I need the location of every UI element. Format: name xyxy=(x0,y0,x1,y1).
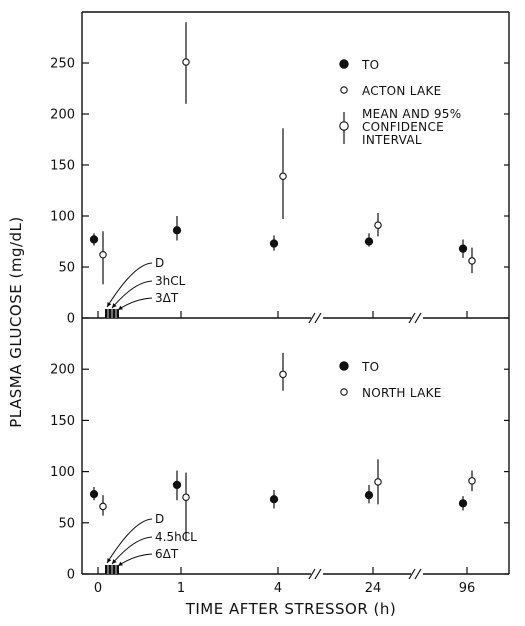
to-data-point xyxy=(458,499,468,508)
panel-frames xyxy=(81,11,510,580)
annotation-arrowhead xyxy=(107,558,112,563)
y-tick-label: 0 xyxy=(67,568,75,583)
annotation-label: 6ΔT xyxy=(155,547,179,561)
lake-data-point xyxy=(374,478,382,486)
legend-errorbar-marker xyxy=(339,121,349,131)
legend-layer: TO ACTON LAKE MEAN AND 95%CONFIDENCEINTERV… xyxy=(339,58,461,400)
y-tick-label: 250 xyxy=(50,57,75,72)
lake-data-point xyxy=(99,251,107,259)
annotation-arrowhead xyxy=(112,303,117,308)
annotation-arrowhead xyxy=(118,305,123,310)
legend-filled-marker xyxy=(339,59,349,69)
annotation-arrow xyxy=(106,262,153,308)
legend-label-lake: ACTON LAKE xyxy=(362,84,442,98)
axis-break-mark xyxy=(314,312,322,324)
annotation-arrow xyxy=(111,536,153,565)
annotation-label: D xyxy=(155,512,164,526)
to-data-point xyxy=(172,480,182,490)
annotation-label: D xyxy=(155,256,164,270)
lake-data-point xyxy=(182,493,190,501)
lake-data-point xyxy=(468,477,476,485)
axis-break-mark xyxy=(414,568,422,580)
to-data-point xyxy=(458,244,468,253)
lake-data-point xyxy=(279,172,287,180)
to-data-point xyxy=(89,235,99,244)
legend-label-to: TO xyxy=(361,360,379,374)
to-data-point xyxy=(364,237,374,246)
annotation-label: 3ΔT xyxy=(155,291,179,305)
legend-errorbar-label: MEAN AND 95% xyxy=(362,107,461,121)
annotation-arrow xyxy=(117,297,153,311)
annotation-arrowhead xyxy=(112,559,117,564)
y-tick-label: 50 xyxy=(58,261,75,276)
annotation-arrowhead xyxy=(107,302,112,307)
y-tick-label: 150 xyxy=(50,159,75,174)
to-data-point xyxy=(269,495,279,504)
y-tick-label: 150 xyxy=(50,414,75,429)
y-tick-label: 50 xyxy=(58,516,75,531)
y-axis-title: PLASMA GLUCOSE (mg/dL) xyxy=(7,216,25,428)
y-tick-label: 100 xyxy=(50,210,75,225)
axis-break-mark xyxy=(308,568,316,580)
annotation-label: 3hCL xyxy=(155,274,186,288)
x-axis-title: TIME AFTER STRESSOR (h) xyxy=(185,600,397,618)
y-tick-label: 200 xyxy=(50,108,75,123)
axis-break-mark xyxy=(408,568,416,580)
lake-data-point xyxy=(99,502,107,511)
legend-open-marker xyxy=(340,86,348,94)
to-data-point xyxy=(89,489,99,499)
ticks-layer: 0 50 100 150 200 250 0 50 100 150 200 0 1 4 24 96 xyxy=(50,57,509,596)
legend-filled-marker xyxy=(339,361,349,371)
x-tick-label: 96 xyxy=(459,581,476,596)
annotations-layer: D 3hCL 3ΔT D 4.5hCL 6ΔT xyxy=(105,256,197,574)
axis-break-mark xyxy=(414,312,422,324)
annotation-arrow xyxy=(117,553,153,567)
axis-break-mark xyxy=(408,312,416,324)
y-tick-label: 200 xyxy=(50,363,75,378)
marks-layer xyxy=(89,22,476,542)
legend-label-lake: NORTH LAKE xyxy=(362,386,442,400)
axis-break-mark xyxy=(308,312,316,324)
legend-errorbar-label: CONFIDENCE xyxy=(362,120,444,134)
axis-break-mark xyxy=(314,568,322,580)
annotation-arrow xyxy=(111,280,153,309)
lake-data-point xyxy=(182,58,190,66)
legend-errorbar-label: INTERVAL xyxy=(362,133,422,147)
legend-open-marker xyxy=(340,388,348,396)
to-data-point xyxy=(269,239,279,248)
annotation-arrow xyxy=(106,518,153,564)
x-tick-label: 1 xyxy=(177,581,185,596)
to-data-point xyxy=(364,491,374,500)
annotation-arrowhead xyxy=(118,561,123,566)
to-data-point xyxy=(172,226,182,235)
annotation-label: 4.5hCL xyxy=(155,530,197,544)
x-tick-label: 0 xyxy=(94,581,102,596)
x-tick-label: 4 xyxy=(274,581,282,596)
lake-data-point xyxy=(374,221,382,229)
legend-label-to: TO xyxy=(361,58,379,72)
lake-data-point xyxy=(279,370,287,379)
x-tick-label: 24 xyxy=(365,581,382,596)
y-tick-label: 0 xyxy=(67,312,75,327)
lake-data-point xyxy=(468,257,476,265)
y-tick-label: 100 xyxy=(50,465,75,480)
